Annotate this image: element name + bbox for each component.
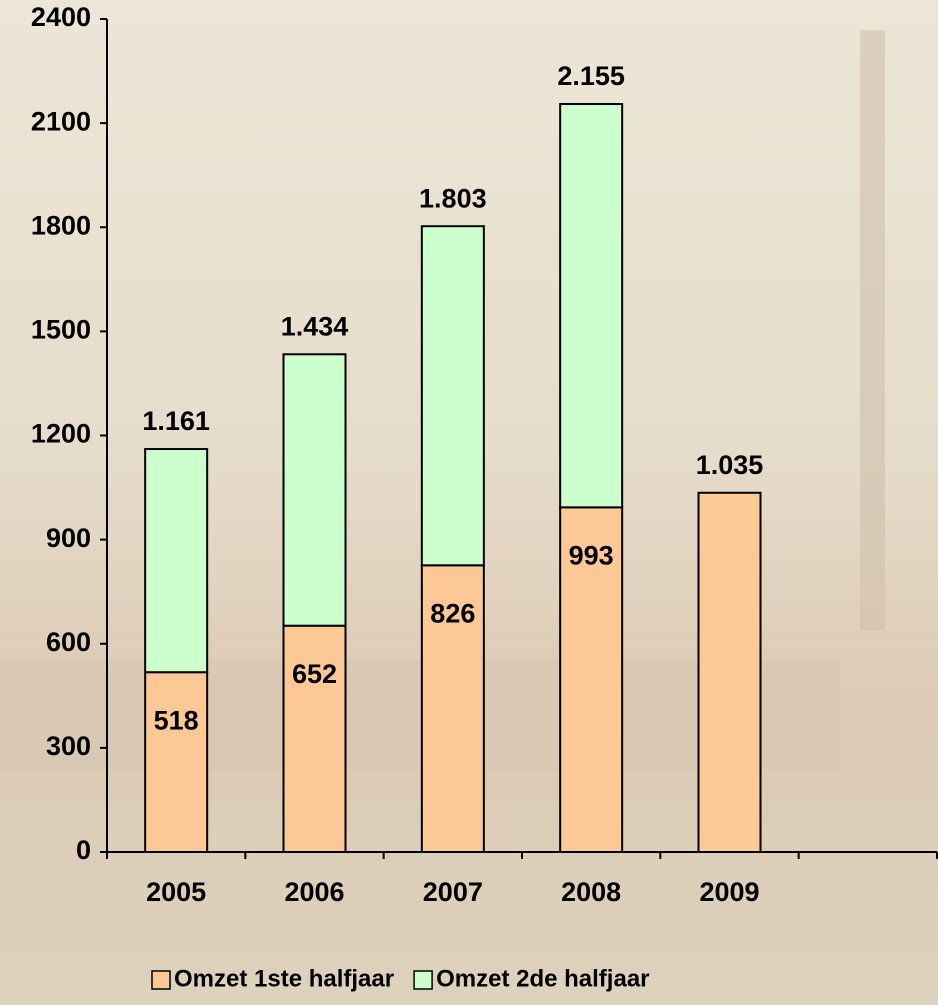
y-tick-label: 300 xyxy=(46,731,91,761)
legend-label: Omzet 1ste halfjaar xyxy=(174,965,394,992)
x-tick-label: 2007 xyxy=(423,877,483,907)
x-tick-label: 2006 xyxy=(284,877,344,907)
x-tick-label: 2008 xyxy=(561,877,621,907)
y-tick-label: 1500 xyxy=(31,315,91,345)
total-label: 1.434 xyxy=(281,311,349,341)
y-tick-label: 0 xyxy=(76,835,91,865)
bar-label: 993 xyxy=(569,540,614,570)
bar xyxy=(559,103,624,509)
bar xyxy=(144,448,209,674)
total-label: 1.803 xyxy=(419,183,487,213)
legend-label: Omzet 2de halfjaar xyxy=(436,965,649,992)
x-tick-label: 2005 xyxy=(146,877,206,907)
bar xyxy=(697,491,762,853)
y-tick-label: 900 xyxy=(46,523,91,553)
total-label: 2.155 xyxy=(557,61,625,91)
total-label: 1.161 xyxy=(142,406,210,436)
bar xyxy=(420,225,485,567)
bar xyxy=(144,671,209,853)
bar xyxy=(282,353,347,627)
total-label: 1.035 xyxy=(696,450,764,480)
bar-label: 518 xyxy=(154,705,199,735)
bar-label: 652 xyxy=(292,659,337,689)
legend-swatch xyxy=(413,970,433,990)
x-tick-label: 2009 xyxy=(699,877,759,907)
bar-label: 826 xyxy=(430,598,475,628)
background-shape xyxy=(860,30,885,630)
y-tick-label: 2100 xyxy=(31,106,91,136)
bar xyxy=(420,564,485,853)
y-tick-label: 2400 xyxy=(31,2,91,32)
bar xyxy=(282,624,347,853)
y-tick-label: 600 xyxy=(46,627,91,657)
legend-swatch xyxy=(151,970,171,990)
y-tick-label: 1200 xyxy=(31,419,91,449)
y-tick-label: 1800 xyxy=(31,210,91,240)
